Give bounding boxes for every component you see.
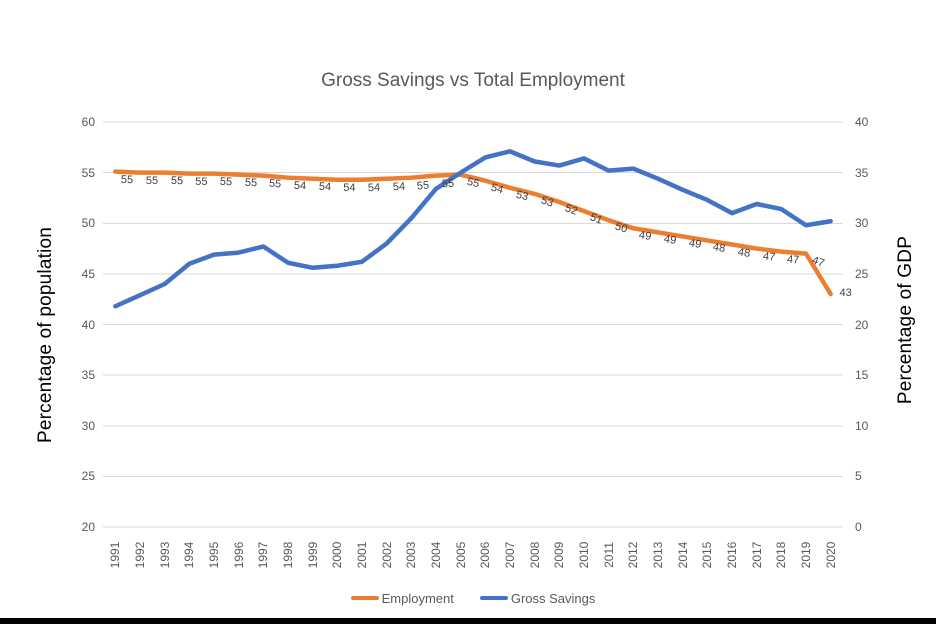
x-axis-tick: 1993: [157, 541, 172, 569]
x-axis-tick: 2014: [675, 541, 690, 569]
data-label: 54: [392, 180, 406, 193]
x-axis-tick: 2019: [799, 541, 813, 569]
right-axis-tick: 30: [855, 216, 869, 231]
data-label: 55: [268, 177, 282, 191]
x-axis-tick: 1996: [231, 541, 246, 569]
data-label: 55: [416, 179, 430, 193]
right-axis-tick: 10: [855, 418, 869, 433]
left-axis-tick: 35: [81, 368, 95, 383]
bottom-border-bar: [0, 618, 936, 624]
data-label: 55: [120, 173, 134, 186]
x-axis-tick: 2003: [404, 541, 419, 569]
x-axis-tick: 1991: [108, 541, 123, 569]
x-axis-tick: 2011: [601, 542, 616, 568]
x-axis-tick: 2008: [527, 541, 542, 569]
data-label: 55: [219, 175, 233, 188]
right-axis-tick: 20: [855, 317, 869, 332]
left-axis-tick: 40: [81, 317, 95, 332]
left-axis-tick: 25: [81, 469, 95, 484]
right-axis-tick: 40: [855, 115, 869, 129]
right-axis-title: Percentage of GDP: [895, 235, 916, 405]
legend-item-employment: Employment: [350, 590, 454, 606]
data-label: 47: [761, 249, 776, 264]
data-label: 55: [441, 177, 455, 190]
x-axis-tick: 2012: [626, 541, 641, 569]
left-axis-tick: 45: [81, 266, 95, 281]
right-axis-tick: 5: [855, 469, 862, 484]
x-axis-tick: 1997: [256, 541, 271, 569]
x-axis-tick: 2013: [651, 541, 665, 569]
x-axis-tick: 2002: [379, 541, 394, 569]
gross-savings-line-swatch: [479, 596, 508, 600]
data-label: 54: [318, 180, 332, 193]
legend-label-gross-savings: Gross Savings: [510, 590, 596, 606]
x-axis-tick: 2001: [355, 541, 369, 569]
left-axis-tick: 60: [81, 115, 95, 129]
data-label: 54: [367, 181, 381, 194]
x-axis-tick: 1995: [207, 541, 221, 569]
left-axis-title: Percentage of population: [35, 226, 56, 444]
x-axis-tick: 2006: [478, 541, 493, 569]
data-label: 43: [839, 287, 852, 300]
data-label: 55: [170, 174, 184, 187]
legend-item-gross-savings: Gross Savings: [479, 590, 596, 606]
right-axis-tick: 15: [855, 368, 869, 383]
data-label: 55: [244, 176, 258, 189]
data-label: 54: [343, 181, 356, 194]
legend: Employment Gross Savings: [103, 588, 843, 608]
x-axis-tick: 2004: [429, 541, 443, 569]
left-axis-tick: 20: [81, 520, 95, 534]
data-label: 55: [195, 175, 208, 188]
legend-label-employment: Employment: [381, 590, 454, 606]
x-axis-tick: 1999: [305, 541, 320, 569]
x-axis-tick: 2000: [330, 541, 345, 569]
right-axis-tick: 35: [855, 165, 869, 180]
data-label: 54: [293, 179, 307, 192]
x-axis-tick: 2007: [503, 541, 517, 569]
x-axis-tick: 2016: [725, 541, 739, 569]
left-axis-tick: 55: [81, 165, 95, 180]
x-axis-tick: 2015: [700, 541, 715, 569]
gross-savings-line: [113, 149, 833, 309]
left-axis-tick: 30: [81, 418, 95, 433]
data-label: 47: [786, 253, 800, 267]
x-axis-tick: 1992: [133, 541, 147, 569]
x-axis-tick: 2018: [774, 541, 789, 569]
x-axis-tick: 2009: [552, 541, 567, 569]
x-axis-tick: 2010: [577, 541, 591, 569]
x-axis-tick: 2005: [453, 541, 468, 569]
x-axis-tick: 2017: [749, 541, 764, 569]
employment-line-swatch: [350, 596, 379, 600]
data-label: 55: [145, 174, 159, 187]
chart-title: Gross Savings vs Total Employment: [321, 70, 625, 91]
x-axis-tick: 1994: [182, 541, 197, 569]
left-axis-tick: 50: [81, 216, 95, 231]
right-axis-tick: 0: [855, 520, 862, 534]
x-axis-tick: 2020: [823, 541, 838, 569]
x-axis-tick: 1998: [281, 541, 295, 569]
employment-line: [113, 169, 833, 297]
right-axis-tick: 25: [855, 266, 869, 281]
